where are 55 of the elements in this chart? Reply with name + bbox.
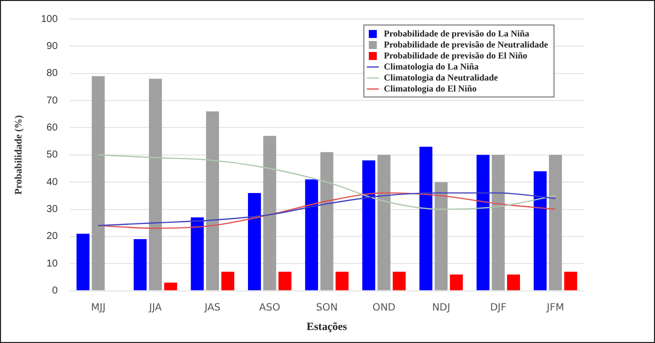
bar bbox=[434, 182, 448, 290]
y-tick-label: 100 bbox=[40, 14, 58, 25]
bar bbox=[190, 217, 204, 290]
bar bbox=[534, 171, 547, 290]
bar bbox=[248, 192, 261, 290]
y-tick-label: 80 bbox=[46, 68, 58, 80]
y-tick-label: 40 bbox=[46, 176, 58, 188]
bar bbox=[564, 272, 578, 290]
bar bbox=[476, 154, 490, 290]
y-tick-label: 70 bbox=[46, 95, 58, 106]
bar bbox=[76, 234, 90, 290]
legend-label: Climatologia do El Niño bbox=[384, 83, 478, 94]
x-tick-label: OND bbox=[372, 302, 396, 314]
x-tick-label: JFM bbox=[546, 302, 564, 314]
bar bbox=[392, 272, 406, 290]
bar bbox=[92, 76, 105, 290]
x-axis-title: Estações bbox=[306, 321, 348, 334]
y-tick-label: 10 bbox=[46, 258, 58, 270]
bar bbox=[450, 274, 463, 290]
bar bbox=[134, 239, 147, 290]
y-tick-label: 60 bbox=[46, 122, 58, 134]
line-series bbox=[98, 154, 556, 210]
y-axis-title: Probabilidade (%) bbox=[14, 115, 25, 195]
bar bbox=[278, 272, 292, 290]
y-tick-label: 0 bbox=[52, 286, 58, 297]
legend-label: Probabilidade de previsão do La Niña bbox=[384, 28, 530, 38]
bar bbox=[362, 160, 376, 290]
bar bbox=[263, 136, 276, 290]
y-tick-label: 30 bbox=[46, 204, 58, 216]
bar bbox=[492, 154, 505, 290]
y-tick-label: 50 bbox=[46, 150, 58, 161]
bar bbox=[378, 154, 390, 290]
y-tick-label: 20 bbox=[46, 231, 58, 242]
legend-label: Climatologia do La Niña bbox=[384, 61, 480, 72]
legend-label: Probabilidade de previsão do El Niño bbox=[384, 50, 528, 60]
x-tick-label: MJJ bbox=[90, 302, 106, 314]
bar bbox=[221, 272, 234, 290]
bar bbox=[206, 111, 220, 290]
legend-label: Probabilidade de previsão de Neutralidade bbox=[384, 39, 548, 50]
bar bbox=[419, 146, 432, 290]
y-tick-label: 90 bbox=[46, 40, 58, 52]
bar bbox=[548, 154, 562, 290]
bar bbox=[148, 78, 162, 290]
bar bbox=[507, 274, 520, 290]
x-tick-label: JJA bbox=[148, 302, 162, 314]
bar bbox=[336, 272, 349, 290]
x-tick-label: JAS bbox=[204, 302, 221, 314]
x-tick-label: DJF bbox=[490, 302, 507, 314]
bar bbox=[164, 282, 178, 290]
x-tick-label: ASO bbox=[259, 302, 280, 314]
x-tick-label: SON bbox=[316, 302, 338, 314]
bar bbox=[320, 152, 334, 290]
legend-label: Climatologia da Neutralidade bbox=[384, 72, 498, 82]
x-tick-label: NDJ bbox=[432, 302, 450, 314]
bar bbox=[305, 179, 318, 290]
